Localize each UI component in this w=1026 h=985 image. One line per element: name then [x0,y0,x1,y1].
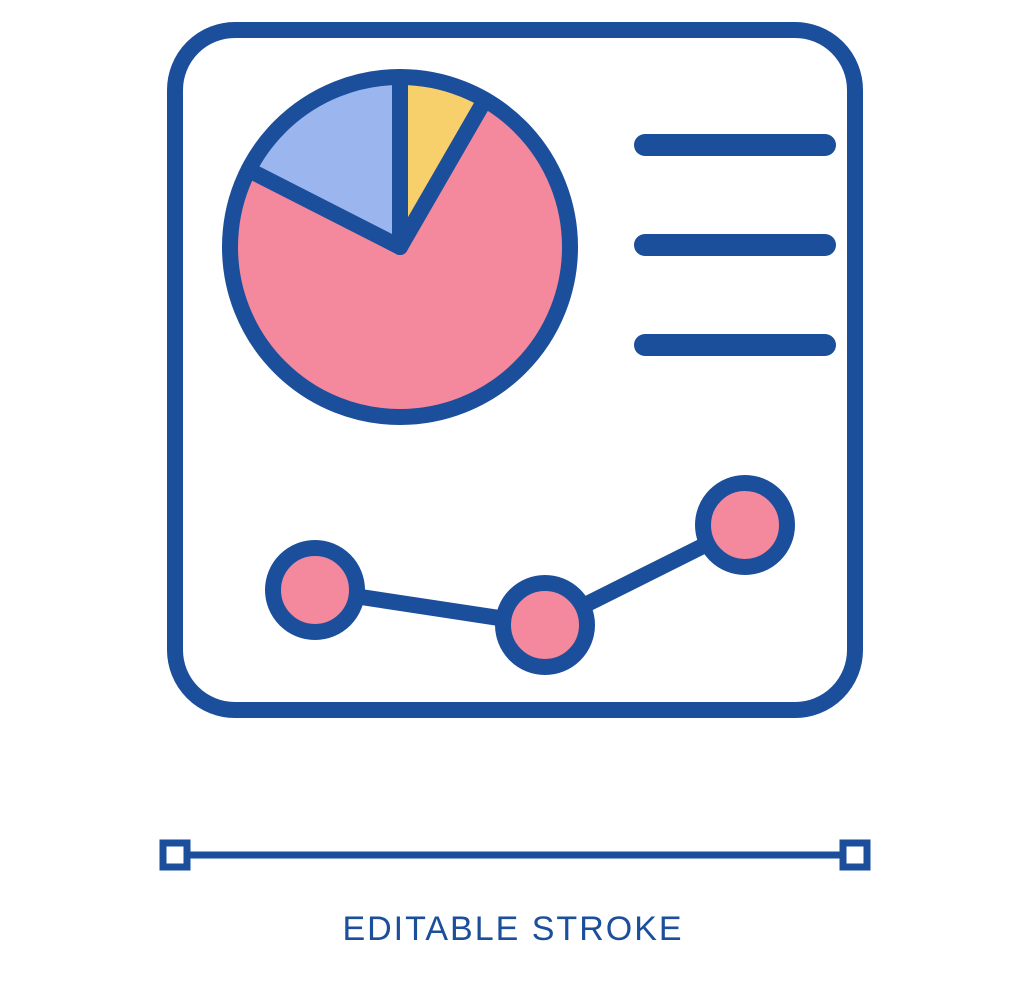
line-chart-marker-1 [273,548,357,632]
icon-canvas: EDITABLE STROKE [0,0,1026,980]
stroke-handle-left [163,843,187,867]
caption-label: EDITABLE STROKE [0,910,1026,949]
stroke-handle-right [843,843,867,867]
line-chart-marker-3 [703,483,787,567]
pie-chart-icon [230,77,570,417]
line-chart-marker-2 [503,583,587,667]
stroke-handle-indicator [163,843,867,867]
analytics-dashboard-icon [0,0,1026,980]
